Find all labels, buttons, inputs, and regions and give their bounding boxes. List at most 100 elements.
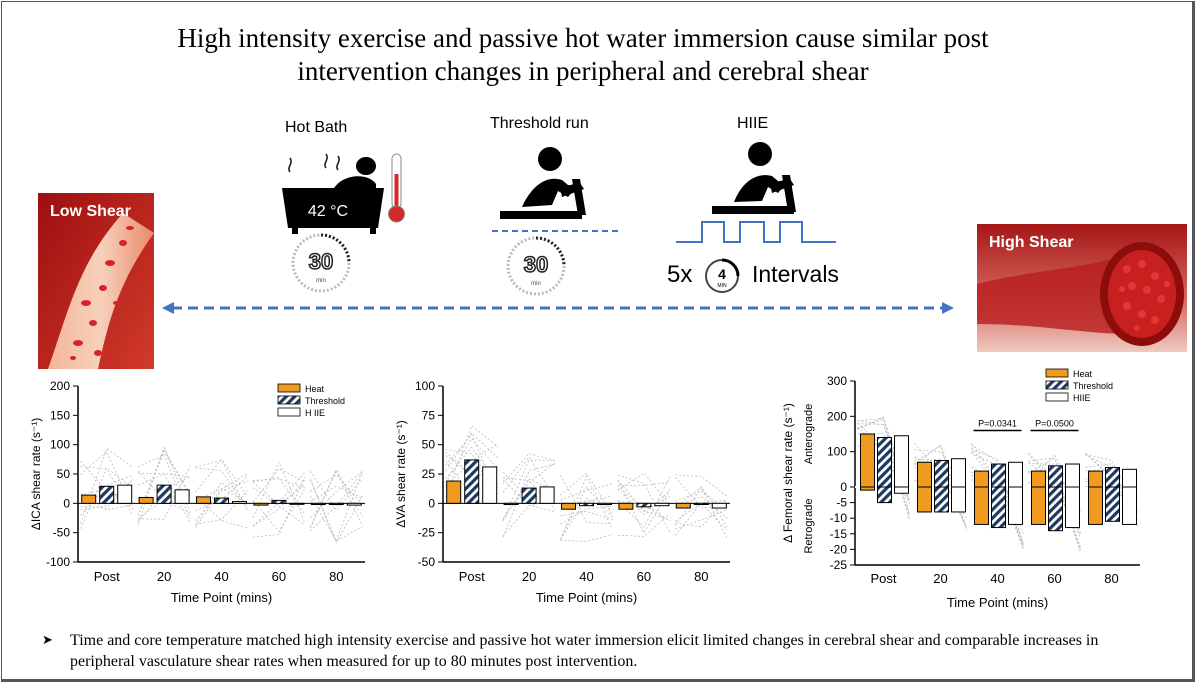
femoral-shear-chart: 300 200 100 0 -5-10 -15-20 -25 Post 20 40 60 80 P=0.… bbox=[781, 368, 1140, 610]
bar-heat bbox=[196, 496, 211, 504]
summary-text: Time and core temperature matched high i… bbox=[70, 632, 1099, 670]
individual-trace bbox=[1028, 457, 1081, 534]
bullet-arrow-icon: ➤ bbox=[42, 633, 53, 648]
individual-traces bbox=[309, 468, 363, 544]
x-tick-label: 20 bbox=[933, 571, 947, 586]
y-axis-anterograde-label: Anterograde bbox=[803, 404, 815, 465]
bar-anterograde-hiie bbox=[894, 435, 909, 488]
thermometer-icon bbox=[388, 153, 405, 223]
x-tick-label: 40 bbox=[214, 569, 228, 584]
individual-trace bbox=[560, 533, 613, 542]
hiie-interval-minutes: 4 bbox=[718, 266, 726, 282]
individual-trace bbox=[914, 458, 967, 530]
bar-retrograde-heat bbox=[917, 486, 932, 513]
bar-retrograde-threshold bbox=[934, 486, 949, 513]
individual-trace bbox=[309, 468, 363, 528]
individual-trace bbox=[445, 448, 499, 489]
bar-anterograde-threshold bbox=[1105, 467, 1120, 488]
individual-trace bbox=[502, 479, 556, 507]
individual-trace bbox=[617, 484, 671, 521]
individual-trace bbox=[252, 477, 306, 515]
individual-trace bbox=[310, 471, 363, 519]
legend: Heat Threshold H IIE bbox=[277, 383, 345, 418]
y-tick-label: 100 bbox=[50, 438, 70, 452]
individual-trace bbox=[617, 500, 671, 522]
individual-trace bbox=[252, 481, 306, 506]
hiie-runner-icon bbox=[676, 142, 836, 243]
bar-anterograde-heat bbox=[860, 433, 875, 488]
legend-swatch bbox=[1045, 380, 1069, 390]
individual-trace bbox=[914, 443, 967, 527]
p-value-annotation: P=0.0341 bbox=[978, 418, 1017, 428]
individual-trace bbox=[675, 474, 728, 497]
x-tick-label: Post bbox=[459, 569, 485, 584]
individual-trace bbox=[252, 488, 306, 533]
x-tick-label: 80 bbox=[694, 569, 708, 584]
bar-retrograde-heat bbox=[1088, 486, 1103, 525]
bar-anterograde-threshold bbox=[934, 460, 949, 488]
individual-trace bbox=[252, 461, 306, 523]
title-line-1: High intensity exercise and passive hot … bbox=[177, 23, 989, 53]
bar-retrograde-threshold bbox=[1048, 486, 1063, 532]
individual-trace bbox=[1085, 453, 1138, 509]
individual-trace bbox=[675, 498, 728, 528]
bar-retrograde-hiie bbox=[951, 486, 966, 513]
bar-retrograde-threshold bbox=[1105, 486, 1120, 522]
x-tick-label: 60 bbox=[1047, 571, 1061, 586]
low-shear-image: Low Shear bbox=[38, 193, 154, 369]
individual-trace bbox=[675, 509, 728, 530]
individual-trace bbox=[445, 437, 499, 484]
bar-anterograde-threshold bbox=[991, 463, 1006, 488]
x-tick-label: 80 bbox=[1104, 571, 1118, 586]
y-tick-label: -50 bbox=[418, 555, 436, 569]
legend-swatch bbox=[1045, 392, 1069, 402]
legend-label: Heat bbox=[305, 384, 325, 394]
x-tick-label: Post bbox=[94, 569, 120, 584]
individual-trace bbox=[502, 453, 556, 484]
bar-threshold bbox=[214, 497, 229, 504]
hiie-interval-unit: MIN bbox=[717, 283, 727, 289]
bar-heat bbox=[675, 502, 691, 509]
bar-anterograde-hiie bbox=[951, 458, 966, 488]
individual-trace bbox=[195, 481, 248, 526]
bar-h-iie bbox=[346, 502, 362, 506]
y-axis-label: Δ Femoral shear rate (s⁻¹) bbox=[781, 403, 795, 543]
individual-trace bbox=[252, 479, 306, 527]
bar-retrograde-threshold bbox=[877, 486, 892, 504]
high-shear-label: High Shear bbox=[989, 234, 1074, 251]
y-tick-label: 100 bbox=[415, 379, 435, 393]
individual-trace bbox=[137, 448, 191, 516]
y-tick-label: 0 bbox=[63, 496, 70, 510]
high-shear-image: High Shear bbox=[977, 224, 1187, 352]
threshold-timer-value: 30 bbox=[524, 252, 548, 277]
bar-threshold bbox=[521, 487, 537, 504]
bar-h-iie bbox=[117, 484, 133, 504]
individual-trace bbox=[617, 488, 671, 516]
bar-anterograde-hiie bbox=[1008, 461, 1023, 488]
bar-heat bbox=[310, 502, 326, 506]
x-tick-label: 40 bbox=[579, 569, 593, 584]
bar-retrograde-threshold bbox=[991, 486, 1006, 529]
y-axis-label: ΔICA shear rate (s⁻¹) bbox=[29, 418, 43, 530]
legend-label: Threshold bbox=[1073, 381, 1113, 391]
legend-swatch bbox=[277, 407, 301, 417]
individual-trace bbox=[445, 425, 498, 498]
bar-anterograde-threshold bbox=[877, 437, 892, 488]
individual-trace bbox=[502, 456, 556, 499]
individual-trace bbox=[137, 450, 191, 516]
y-tick-label: 200 bbox=[50, 379, 70, 393]
p-value-annotation: P=0.0500 bbox=[1035, 418, 1074, 428]
individual-trace bbox=[310, 485, 363, 502]
x-tick-label: 80 bbox=[329, 569, 343, 584]
bar-threshold bbox=[271, 499, 287, 504]
individual-trace bbox=[675, 486, 728, 528]
individual-trace bbox=[560, 483, 613, 501]
y-axis-retrograde-label: Retrograde bbox=[803, 498, 815, 553]
y-tick-label: 0 bbox=[428, 496, 435, 510]
summary-bullet: ➤ Time and core temperature matched high… bbox=[42, 630, 1152, 672]
double-arrow-icon bbox=[162, 302, 954, 314]
individual-trace bbox=[252, 478, 306, 489]
bar-hiie bbox=[597, 502, 612, 506]
bar-anterograde-heat bbox=[974, 470, 989, 488]
